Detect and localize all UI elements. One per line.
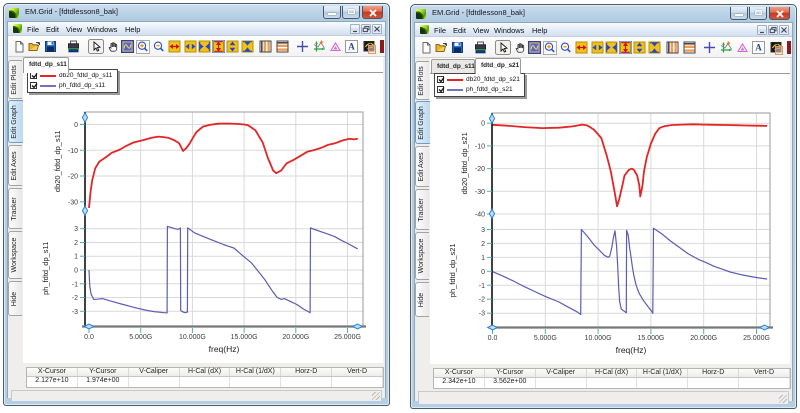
svg-text:A: A — [348, 42, 355, 52]
svg-text:2: 2 — [74, 240, 78, 247]
svg-text:10.000G: 10.000G — [585, 335, 612, 342]
svg-text:-1: -1 — [479, 283, 485, 290]
svg-text:3: 3 — [481, 227, 485, 234]
svg-text:-2: -2 — [479, 297, 485, 304]
svg-text:-20: -20 — [475, 166, 485, 173]
svg-text:10.000G: 10.000G — [179, 334, 206, 341]
svg-text:0.0: 0.0 — [488, 335, 498, 342]
svg-text:-10: -10 — [475, 143, 485, 150]
svg-text:-30: -30 — [475, 189, 485, 196]
svg-text:1: 1 — [74, 254, 78, 261]
svg-text:db20_fdtd_dp_s11: db20_fdtd_dp_s11 — [53, 131, 62, 193]
svg-text:-30: -30 — [68, 199, 78, 206]
svg-text:5.000G: 5.000G — [129, 334, 152, 341]
svg-text:5.000G: 5.000G — [534, 335, 557, 342]
svg-text:-2: -2 — [72, 295, 78, 302]
svg-text:db20_fdtd_dp_s21: db20_fdtd_dp_s21 — [460, 132, 469, 194]
svg-text:25.000G: 25.000G — [743, 335, 770, 342]
svg-text:25.000G: 25.000G — [334, 334, 361, 341]
svg-text:freq(Hz): freq(Hz) — [616, 345, 647, 355]
svg-text:0: 0 — [481, 121, 485, 128]
svg-text:15.000G: 15.000G — [637, 335, 664, 342]
svg-text:20.000G: 20.000G — [282, 334, 309, 341]
svg-text:3: 3 — [74, 226, 78, 233]
svg-text:2: 2 — [481, 241, 485, 248]
svg-text:0: 0 — [74, 122, 78, 129]
svg-text:0.0: 0.0 — [84, 334, 94, 341]
svg-text:-3: -3 — [72, 309, 78, 316]
svg-text:1: 1 — [481, 255, 485, 262]
svg-text:-1: -1 — [72, 281, 78, 288]
svg-text:0: 0 — [74, 268, 78, 275]
svg-text:ph_fdtd_dp_s21: ph_fdtd_dp_s21 — [448, 243, 457, 297]
svg-text:-3: -3 — [479, 311, 485, 318]
svg-text:freq(Hz): freq(Hz) — [209, 344, 240, 354]
svg-text:20.000G: 20.000G — [690, 335, 717, 342]
svg-text:-10: -10 — [68, 148, 78, 155]
svg-text:-40: -40 — [475, 212, 485, 219]
svg-text:15.000G: 15.000G — [231, 334, 258, 341]
svg-text:A: A — [755, 43, 762, 53]
svg-text:0: 0 — [481, 269, 485, 276]
svg-text:-20: -20 — [68, 174, 78, 181]
svg-text:ph_fdtd_dp_s11: ph_fdtd_dp_s11 — [41, 242, 50, 295]
